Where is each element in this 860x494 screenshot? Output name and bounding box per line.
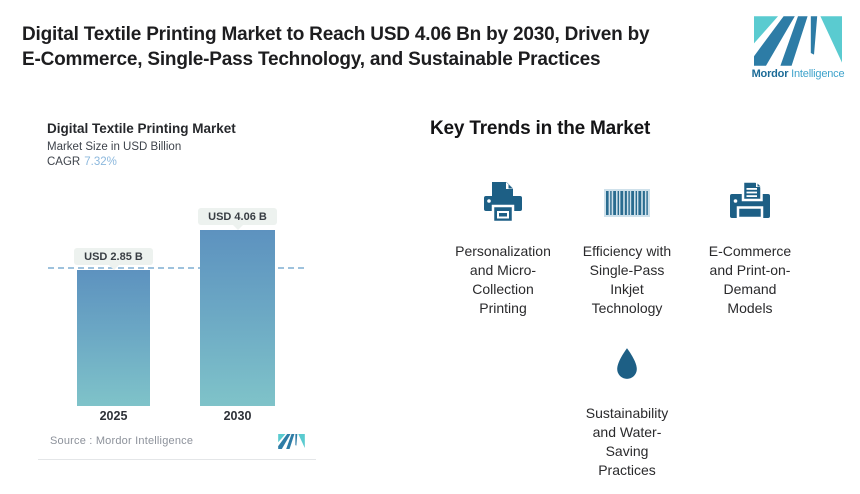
trend-label: Personalization and Micro- Collection Pr…	[455, 243, 551, 316]
bar-2030	[200, 230, 275, 406]
trend-label: Sustainability and Water- Saving Practic…	[585, 405, 669, 478]
mordor-logo-mark-icon	[754, 16, 842, 66]
value-label-pointer-icon	[232, 225, 243, 230]
water-drop-icon	[565, 338, 689, 392]
cagr-label: CAGR	[47, 156, 81, 168]
logo-brand-light: Intelligence	[791, 68, 845, 80]
reference-dashed-line	[48, 267, 304, 269]
trends-heading: Key Trends in the Market	[430, 118, 651, 139]
chart-subtitle: Market Size in USD Billion	[47, 141, 182, 153]
printer-icon	[441, 176, 565, 230]
value-label-2030: USD 4.06 B	[198, 208, 277, 225]
trend-label: Efficiency with Single-Pass Inkjet Techn…	[582, 243, 672, 316]
page-title-line1: Digital Textile Printing Market to Reach…	[22, 24, 650, 45]
mordor-intelligence-logo: Mordor Intelligence	[750, 16, 846, 80]
trend-item-ecommerce: E-Commerce and Print-on- Demand Models	[688, 176, 812, 318]
logo-brand-bold: Mordor	[751, 68, 789, 80]
source-row: Source : Mordor Intelligence	[50, 433, 312, 451]
bar-2025	[77, 270, 150, 406]
chart-title: Digital Textile Printing Market	[47, 121, 236, 136]
value-label-pointer-icon	[108, 265, 119, 270]
axis-label-2025: 2025	[99, 409, 128, 423]
mordor-mini-logo-icon	[278, 434, 305, 449]
trend-label: E-Commerce and Print-on- Demand Models	[708, 243, 792, 316]
trend-item-personalization: Personalization and Micro- Collection Pr…	[441, 176, 565, 318]
trend-item-sustainability: Sustainability and Water- Saving Practic…	[565, 338, 689, 480]
chart-bottom-divider	[38, 459, 316, 460]
cagr-value: 7.32%	[84, 156, 117, 168]
ecommerce-printer-icon	[688, 176, 812, 230]
plot-area: USD 2.85 B 2025 USD 4.06 B 2030	[30, 208, 322, 423]
key-trends-panel: Key Trends in the Market Personalization…	[420, 108, 852, 494]
cagr-row: CAGR 7.32%	[47, 156, 117, 168]
market-size-chart: Digital Textile Printing Market Market S…	[30, 108, 322, 476]
axis-label-2030: 2030	[223, 409, 252, 423]
value-label-2025: USD 2.85 B	[74, 248, 153, 265]
page-title-line2: E-Commerce, Single-Pass Technology, and …	[22, 49, 601, 70]
trend-item-single-pass: Efficiency with Single-Pass Inkjet Techn…	[565, 176, 689, 318]
source-text: Source : Mordor Intelligence	[50, 435, 194, 447]
barcode-icon	[565, 176, 689, 230]
bar-group-2025: USD 2.85 B 2025	[74, 208, 153, 423]
bar-group-2030: USD 4.06 B 2030	[198, 208, 277, 423]
logo-wordmark: Mordor Intelligence	[750, 68, 846, 80]
page-title: Digital Textile Printing Market to Reach…	[22, 22, 742, 72]
